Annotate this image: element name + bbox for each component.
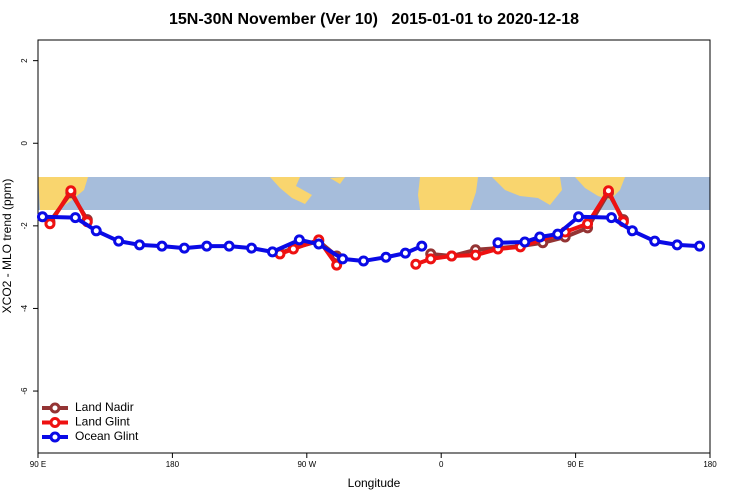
legend-marker [49, 431, 61, 443]
series-point [602, 185, 614, 197]
series-point [416, 240, 428, 252]
legend-label: Ocean Glint [75, 429, 139, 443]
legend-marker [49, 402, 61, 414]
y-tick-label: -2 [20, 222, 29, 230]
series-point [649, 235, 661, 247]
x-tick-label: 180 [703, 460, 717, 469]
series-point [694, 240, 706, 252]
series-point [331, 259, 343, 271]
legend-marker [49, 417, 61, 428]
legend-label: Land Glint [75, 415, 130, 429]
series-line [279, 237, 339, 267]
series-point [69, 212, 81, 224]
series-point [425, 253, 437, 265]
series-point [470, 249, 482, 261]
series-point [246, 242, 258, 254]
series-point [287, 243, 299, 255]
series-line [42, 214, 423, 263]
series-point [44, 218, 56, 230]
x-tick-label: 0 [439, 460, 444, 469]
y-tick-label: 2 [20, 58, 29, 63]
y-tick-label: -6 [20, 387, 29, 395]
x-tick-label: 90 E [567, 460, 583, 469]
series-point [201, 240, 213, 252]
series-point [178, 242, 190, 254]
series-point [358, 255, 370, 267]
series-point [380, 251, 392, 263]
series-point [552, 228, 564, 240]
series-line [497, 214, 700, 249]
map-band [38, 177, 710, 210]
series-point [36, 211, 48, 223]
series-point [313, 238, 325, 250]
series-point [337, 253, 349, 265]
series-point [492, 237, 504, 249]
series-point [626, 225, 638, 237]
series-point [293, 234, 305, 246]
series-point [519, 236, 531, 248]
series-point [90, 225, 102, 237]
y-tick-label: 0 [20, 140, 29, 145]
series-point [156, 240, 168, 252]
series-point [65, 185, 77, 197]
series-point [399, 247, 411, 259]
x-tick-label: 90 W [297, 460, 316, 469]
y-tick-label: -4 [20, 304, 29, 312]
plot-frame [37, 39, 711, 454]
series-point [605, 212, 617, 224]
series-point [573, 211, 585, 223]
series-point [582, 218, 594, 230]
x-tick-label: 90 E [30, 460, 46, 469]
series-point [671, 239, 683, 251]
series-point [410, 258, 422, 270]
y-axis-label: XCO2 - MLO trend (ppm) [0, 179, 14, 314]
chart-title: 15N-30N November (Ver 10) 2015-01-01 to … [169, 11, 579, 28]
legend-label: Land Nadir [75, 400, 134, 414]
series-point [266, 246, 278, 258]
x-tick-label: 180 [166, 460, 180, 469]
series-point [113, 235, 125, 247]
x-axis-label: Longitude [348, 476, 401, 490]
series-point [534, 231, 546, 243]
series-line [415, 188, 626, 267]
series-point [134, 239, 146, 251]
series-point [223, 240, 235, 252]
series-point [446, 250, 458, 262]
